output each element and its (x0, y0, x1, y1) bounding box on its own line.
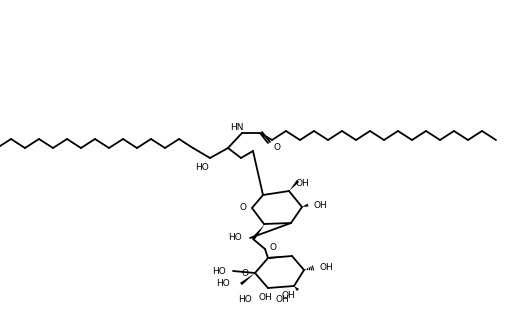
Text: OH: OH (320, 264, 334, 272)
Text: OH: OH (281, 291, 295, 301)
Text: OH: OH (276, 295, 290, 305)
Polygon shape (251, 224, 265, 240)
Polygon shape (268, 256, 292, 259)
Polygon shape (240, 273, 255, 285)
Polygon shape (302, 204, 309, 207)
Text: HO: HO (238, 295, 252, 305)
Text: HO: HO (212, 266, 226, 276)
Text: OH: OH (258, 294, 272, 302)
Text: O: O (242, 269, 249, 277)
Text: O: O (273, 143, 280, 153)
Polygon shape (294, 286, 299, 291)
Text: OH: OH (313, 202, 327, 210)
Text: OH: OH (296, 179, 310, 187)
Text: HO: HO (228, 234, 242, 242)
Text: HN: HN (230, 124, 244, 132)
Text: HO: HO (195, 163, 209, 173)
Text: HO: HO (216, 278, 230, 288)
Text: O: O (239, 204, 246, 212)
Polygon shape (289, 180, 299, 191)
Text: O: O (270, 242, 277, 252)
